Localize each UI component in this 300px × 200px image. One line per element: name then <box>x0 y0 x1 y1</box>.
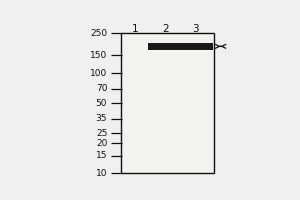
Bar <box>121 33 214 173</box>
Text: 250: 250 <box>90 29 107 38</box>
Text: 150: 150 <box>90 51 107 60</box>
Text: 3: 3 <box>192 24 199 34</box>
Text: 25: 25 <box>96 129 107 138</box>
Bar <box>148 43 183 50</box>
Text: 70: 70 <box>96 84 107 93</box>
Text: 15: 15 <box>96 151 107 160</box>
Text: 50: 50 <box>96 99 107 108</box>
Text: 10: 10 <box>96 169 107 178</box>
Text: 35: 35 <box>96 114 107 123</box>
Bar <box>178 43 213 50</box>
Text: 20: 20 <box>96 139 107 148</box>
Text: 2: 2 <box>162 24 169 34</box>
Text: 1: 1 <box>132 24 139 34</box>
Text: 100: 100 <box>90 69 107 78</box>
